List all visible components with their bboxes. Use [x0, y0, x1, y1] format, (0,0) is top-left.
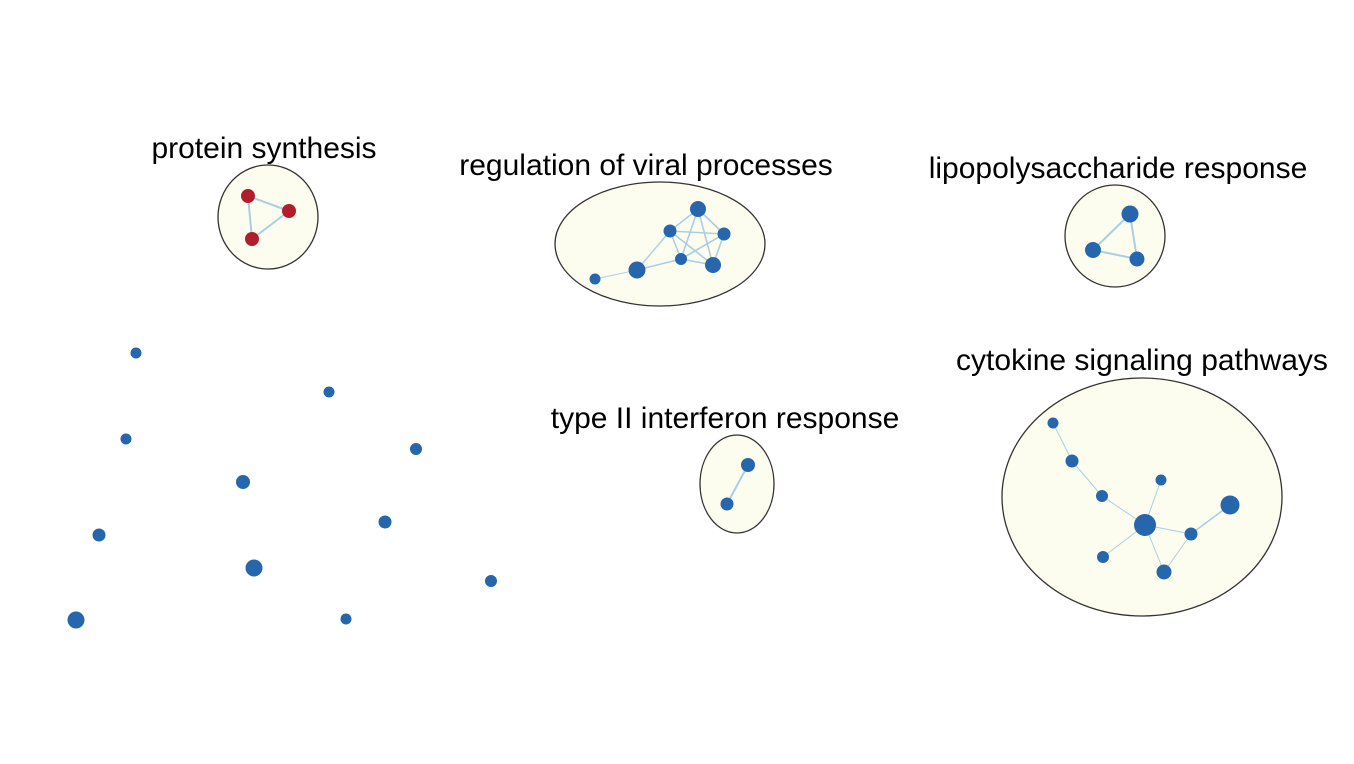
edge	[251, 210, 290, 240]
edge	[247, 195, 290, 212]
isolated-node	[323, 386, 335, 398]
network-node	[720, 497, 734, 511]
edge	[680, 233, 725, 260]
isolated-node	[245, 559, 263, 577]
network-node	[1085, 242, 1101, 258]
network-node	[282, 204, 296, 218]
cluster-outline	[217, 164, 319, 270]
network-node	[628, 261, 646, 279]
cluster-protein-synthesis: protein synthesis	[151, 132, 377, 270]
network-node	[690, 201, 706, 217]
network-node	[1096, 490, 1108, 502]
cluster-label: lipopolysaccharide response	[929, 152, 1308, 185]
isolated-node	[67, 611, 85, 629]
network-node	[1155, 474, 1167, 486]
cluster-interferon-response: type II interferon response	[551, 402, 900, 534]
edge	[636, 230, 671, 271]
network-node	[589, 273, 601, 285]
edge	[1071, 460, 1103, 497]
isolated-node	[410, 443, 422, 455]
network-node	[663, 224, 677, 238]
edge	[1163, 533, 1192, 573]
cluster-label: cytokine signaling pathways	[956, 344, 1328, 377]
isolated-node	[120, 433, 132, 445]
edge	[1092, 213, 1131, 251]
cluster-label: regulation of viral processes	[459, 149, 833, 182]
edge	[669, 230, 725, 235]
cluster-label: type II interferon response	[551, 402, 900, 435]
network-node	[1121, 205, 1139, 223]
network-node	[241, 189, 255, 203]
edge	[669, 230, 714, 266]
cluster-lps-response: lipopolysaccharide response	[929, 152, 1308, 288]
network-node	[1134, 514, 1156, 536]
network-node	[1156, 564, 1172, 580]
cluster-outline	[1001, 377, 1283, 617]
isolated-node	[130, 347, 142, 359]
network-node	[1065, 454, 1079, 468]
cluster-outline	[1064, 184, 1166, 288]
edge	[697, 208, 714, 266]
network-node	[1047, 417, 1059, 429]
isolated-node	[92, 528, 106, 542]
network-node	[1129, 251, 1145, 267]
network-node	[741, 458, 755, 472]
edge	[726, 464, 749, 505]
network-node	[705, 257, 721, 273]
edge	[247, 195, 253, 240]
isolated-node	[378, 515, 392, 529]
cluster-viral-processes: regulation of viral processes	[459, 149, 833, 307]
isolated-node	[236, 475, 250, 489]
network-node	[1097, 551, 1109, 563]
cluster-outline	[554, 181, 766, 307]
edge	[1052, 422, 1073, 462]
cluster-label: protein synthesis	[151, 132, 376, 165]
edge	[680, 208, 699, 260]
network-node	[675, 253, 687, 265]
network-node	[717, 227, 731, 241]
cluster-cytokine-signaling: cytokine signaling pathways	[956, 344, 1328, 617]
network-node	[1184, 527, 1198, 541]
network-node	[245, 232, 259, 246]
isolated-node	[340, 613, 352, 625]
isolated-nodes	[67, 347, 497, 629]
network-node	[1220, 495, 1240, 515]
isolated-node	[485, 575, 497, 587]
